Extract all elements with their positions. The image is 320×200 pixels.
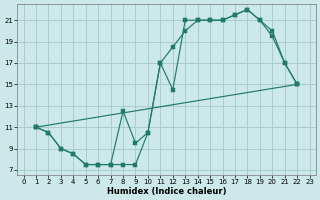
X-axis label: Humidex (Indice chaleur): Humidex (Indice chaleur) — [107, 187, 226, 196]
